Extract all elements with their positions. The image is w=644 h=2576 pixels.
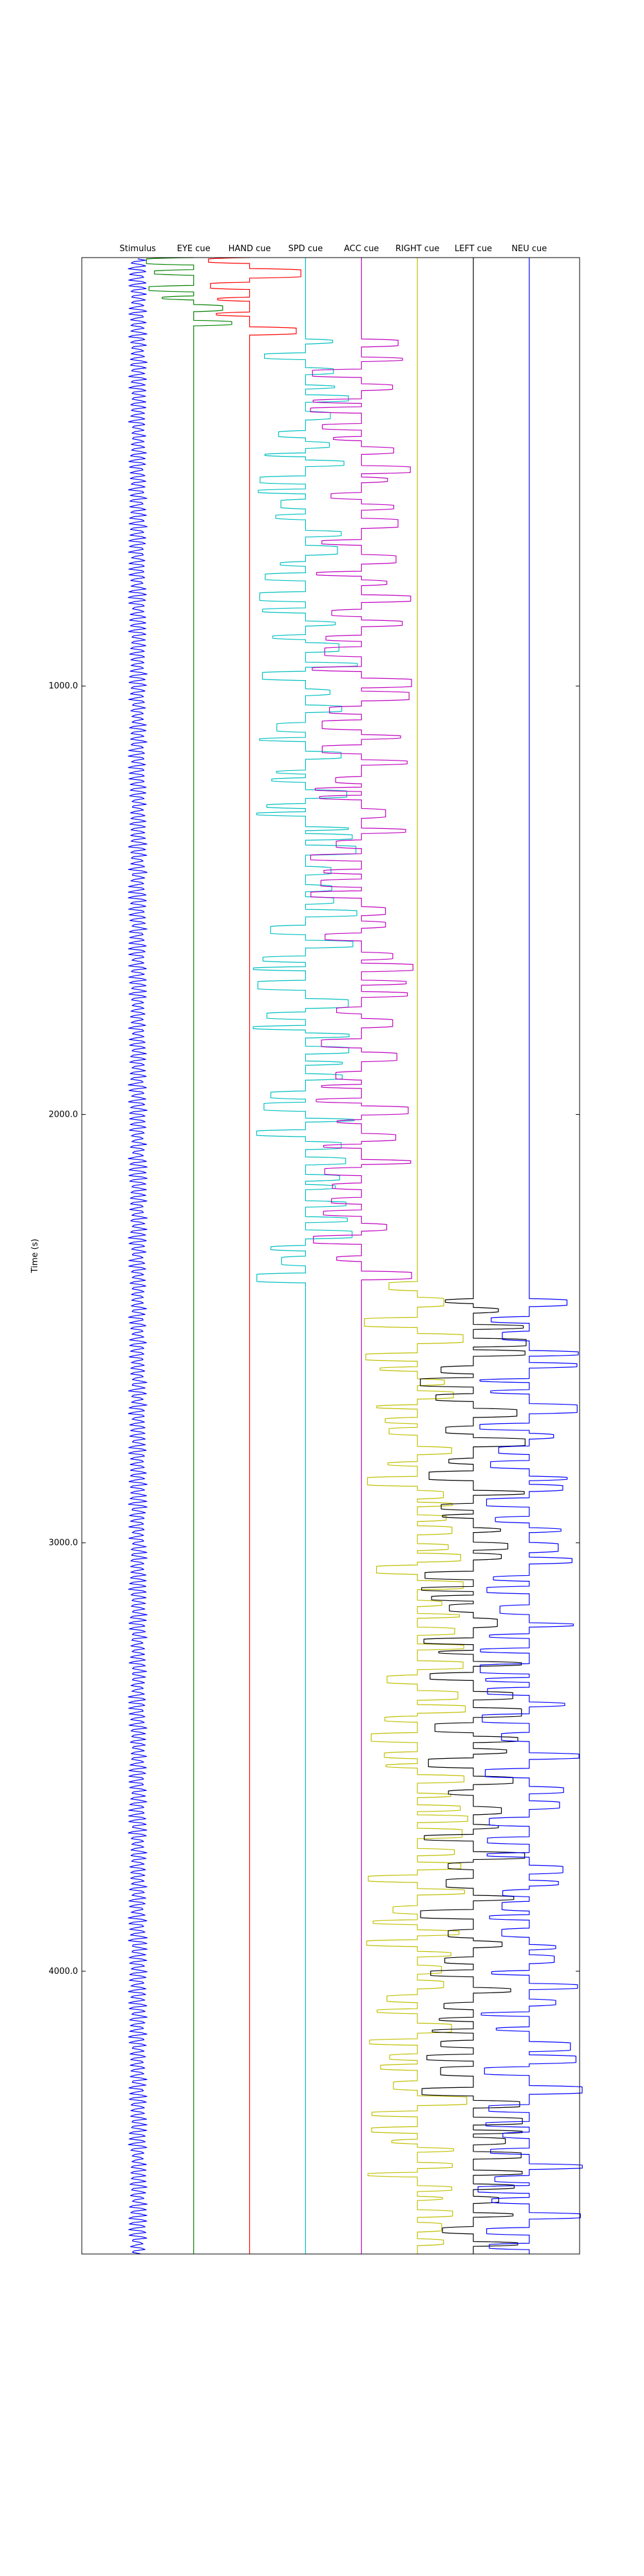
column-label: NEU cue	[511, 244, 547, 254]
column-label: EYE cue	[177, 244, 211, 254]
y-tick-label: 1000.0	[49, 681, 79, 691]
column-label: HAND cue	[229, 244, 271, 254]
series-trace	[128, 258, 148, 2255]
plot-frame	[81, 257, 580, 2255]
column-label: ACC cue	[344, 244, 379, 254]
series-trace	[252, 258, 358, 2254]
y-axis-label: Time (s)	[30, 1239, 40, 1274]
column-label: LEFT cue	[455, 244, 492, 254]
y-axis-ticks: 1000.0 2000.0 3000.0 4000.0	[49, 681, 580, 1976]
column-labels: Stimulus EYE cue HAND cue SPD cue ACC cue RIG…	[120, 244, 547, 254]
column-label: RIGHT cue	[395, 244, 439, 254]
column-label: Stimulus	[120, 244, 156, 254]
y-tick-label: 4000.0	[49, 1967, 79, 1976]
series-trace	[420, 258, 527, 2254]
y-tick-label: 3000.0	[49, 1539, 79, 1548]
series-trace	[364, 258, 468, 2254]
series-trace	[208, 257, 301, 2254]
y-tick-label: 2000.0	[49, 1110, 79, 1119]
traces	[128, 257, 583, 2255]
series-trace	[146, 257, 232, 2254]
column-label: SPD cue	[289, 244, 323, 254]
series-trace	[310, 258, 413, 2254]
series-trace	[477, 258, 583, 2254]
